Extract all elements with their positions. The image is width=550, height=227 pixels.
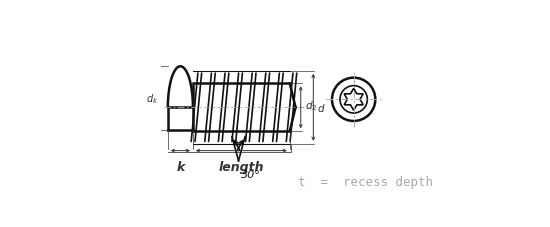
Text: $d_2$: $d_2$ [305, 99, 317, 112]
Text: t  =  recess depth: t = recess depth [298, 175, 433, 188]
Text: $d$: $d$ [317, 102, 326, 114]
Text: k: k [176, 160, 185, 173]
Text: length: length [218, 160, 264, 173]
Text: $d_k$: $d_k$ [146, 92, 159, 106]
Text: 30°: 30° [241, 169, 261, 179]
